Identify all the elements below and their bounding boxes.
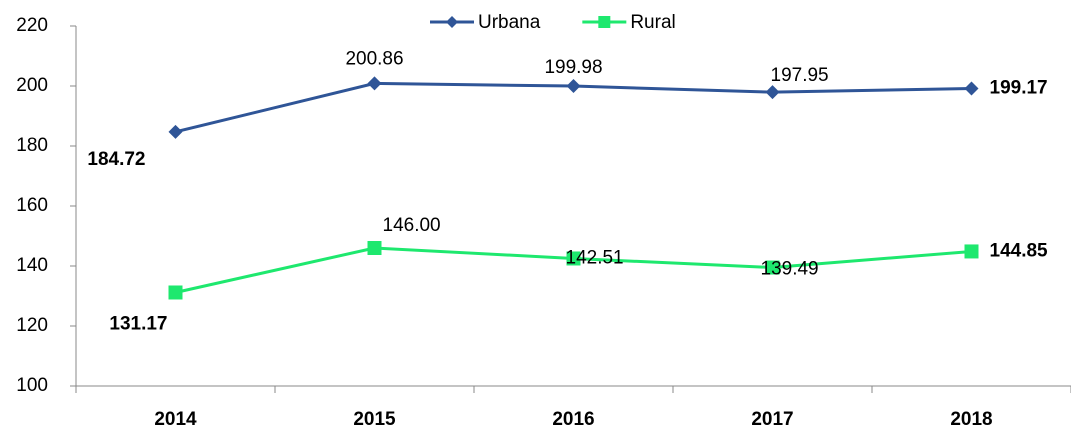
x-tick-label: 2015: [353, 409, 396, 430]
legend-label: Urbana: [478, 12, 541, 33]
point: [598, 16, 611, 28]
value-label: 197.95: [771, 65, 829, 86]
point: [964, 81, 979, 96]
y-tick-label: 200: [16, 75, 48, 96]
x-tick-label: 2014: [154, 409, 197, 430]
value-label: 139.49: [761, 259, 819, 280]
value-label: 131.17: [109, 314, 167, 335]
x-tick-label: 2018: [950, 409, 992, 430]
point: [367, 76, 382, 91]
point: [168, 124, 183, 139]
legend-label: Rural: [630, 12, 675, 33]
point: [964, 244, 979, 259]
point: [765, 85, 780, 100]
y-tick-label: 100: [16, 375, 48, 396]
value-label: 144.85: [990, 240, 1049, 261]
value-label: 146.00: [383, 215, 441, 236]
value-label: 199.98: [544, 57, 602, 78]
y-tick-label: 160: [16, 195, 48, 216]
point: [367, 241, 382, 255]
point: [765, 260, 780, 275]
y-tick-label: 220: [16, 15, 48, 36]
y-tick-label: 180: [16, 135, 48, 156]
value-label: 199.17: [990, 78, 1048, 99]
point: [566, 79, 581, 94]
x-tick-label: 2017: [751, 409, 793, 430]
point: [446, 16, 458, 28]
point: [566, 251, 581, 266]
y-tick-label: 120: [16, 315, 48, 336]
x-tick-label: 2016: [552, 409, 594, 430]
point: [168, 285, 183, 300]
value-label: 200.86: [345, 48, 403, 69]
y-tick-label: 140: [16, 255, 48, 276]
value-label: 142.51: [566, 247, 624, 268]
value-label: 184.72: [87, 149, 145, 170]
